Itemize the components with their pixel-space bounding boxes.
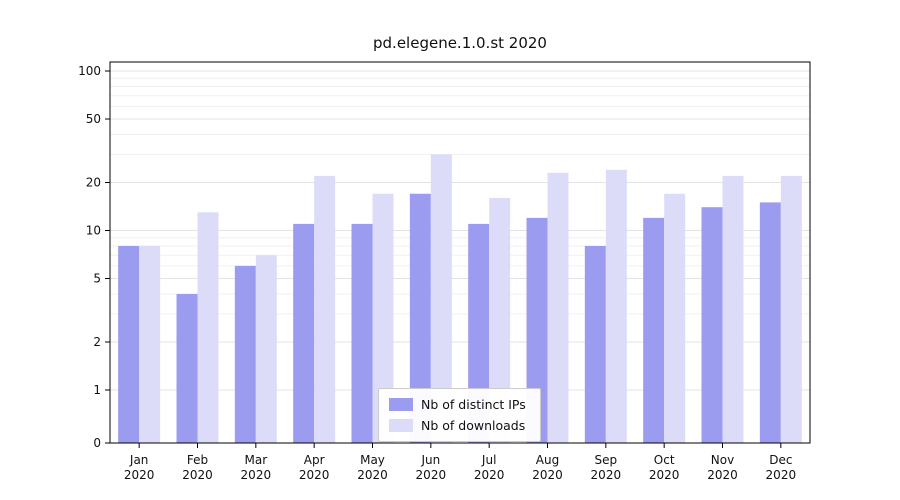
x-tick-label-month: May: [360, 453, 385, 467]
x-tick-label-month: Feb: [187, 453, 208, 467]
y-tick-label: 100: [78, 64, 101, 78]
x-tick-label-year: 2020: [241, 468, 272, 482]
x-tick-label-year: 2020: [299, 468, 330, 482]
bar-series1-9: [664, 193, 686, 443]
chart-title: pd.elegene.1.0.st 2020: [373, 34, 547, 52]
bar-series0-5: [409, 193, 431, 443]
legend-item-distinct-ips: Nb of distinct IPs: [389, 397, 526, 412]
x-tick-label-year: 2020: [182, 468, 213, 482]
x-tick-label-year: 2020: [416, 468, 447, 482]
legend-label: Nb of distinct IPs: [421, 397, 526, 412]
legend-item-downloads: Nb of downloads: [389, 418, 526, 433]
bar-series1-2: [255, 255, 277, 443]
bar-series1-0: [139, 245, 161, 443]
legend-swatch-downloads: [389, 419, 413, 432]
bars-layer: [118, 154, 802, 443]
x-tick-label-month: Jan: [129, 453, 149, 467]
x-tick-label-year: 2020: [591, 468, 622, 482]
plot-border: [109, 61, 811, 444]
x-tick-label-month: Jun: [420, 453, 440, 467]
bar-series0-1: [176, 293, 198, 443]
y-tick-label: 50: [86, 112, 101, 126]
x-tick-label-year: 2020: [357, 468, 388, 482]
bar-series0-11: [759, 202, 781, 443]
legend-swatch-color: [389, 398, 413, 411]
bar-series1-8: [605, 169, 627, 443]
axes-layer: 0125102050100Jan2020Feb2020Mar2020Apr202…: [78, 61, 811, 482]
x-tick-label-month: Mar: [245, 453, 268, 467]
x-tick-label-year: 2020: [124, 468, 155, 482]
bar-series0-2: [234, 265, 256, 443]
bar-series0-10: [701, 207, 723, 443]
x-tick-label-month: Dec: [769, 453, 792, 467]
y-tick-label: 10: [86, 224, 101, 238]
bar-series1-5: [430, 154, 452, 443]
bar-series0-8: [584, 245, 606, 443]
x-tick-label-year: 2020: [707, 468, 738, 482]
bar-series1-7: [547, 172, 569, 443]
x-tick-label-month: Jul: [481, 453, 496, 467]
y-tick-label: 1: [93, 383, 101, 397]
x-tick-label-month: Aug: [536, 453, 559, 467]
y-tick-label: 5: [93, 272, 101, 286]
bar-series0-9: [643, 217, 665, 443]
x-tick-label-month: Sep: [595, 453, 618, 467]
bar-series0-3: [293, 223, 315, 443]
bar-series1-1: [197, 212, 219, 443]
bar-series1-3: [314, 175, 336, 443]
legend-swatch-color: [389, 419, 413, 432]
x-tick-label-year: 2020: [474, 468, 505, 482]
bar-series1-4: [372, 193, 394, 443]
x-tick-label-month: Nov: [711, 453, 734, 467]
x-tick-label-year: 2020: [766, 468, 797, 482]
x-tick-label-year: 2020: [649, 468, 680, 482]
x-tick-label-month: Oct: [654, 453, 675, 467]
x-tick-label-year: 2020: [532, 468, 563, 482]
y-tick-label: 0: [93, 436, 101, 450]
bar-series0-4: [351, 223, 373, 443]
bar-series1-6: [489, 197, 511, 443]
legend: Nb of distinct IPs Nb of downloads: [378, 388, 541, 442]
bar-series1-11: [780, 175, 802, 443]
bar-series0-0: [118, 245, 140, 443]
legend-label: Nb of downloads: [421, 418, 526, 433]
legend-swatch-distinct-ips: [389, 398, 413, 411]
bar-series0-7: [526, 217, 548, 443]
y-tick-label: 2: [93, 335, 101, 349]
grid-layer: [110, 70, 810, 391]
y-tick-label: 20: [86, 175, 101, 189]
bar-series1-10: [722, 175, 744, 443]
x-tick-label-month: Apr: [304, 453, 325, 467]
